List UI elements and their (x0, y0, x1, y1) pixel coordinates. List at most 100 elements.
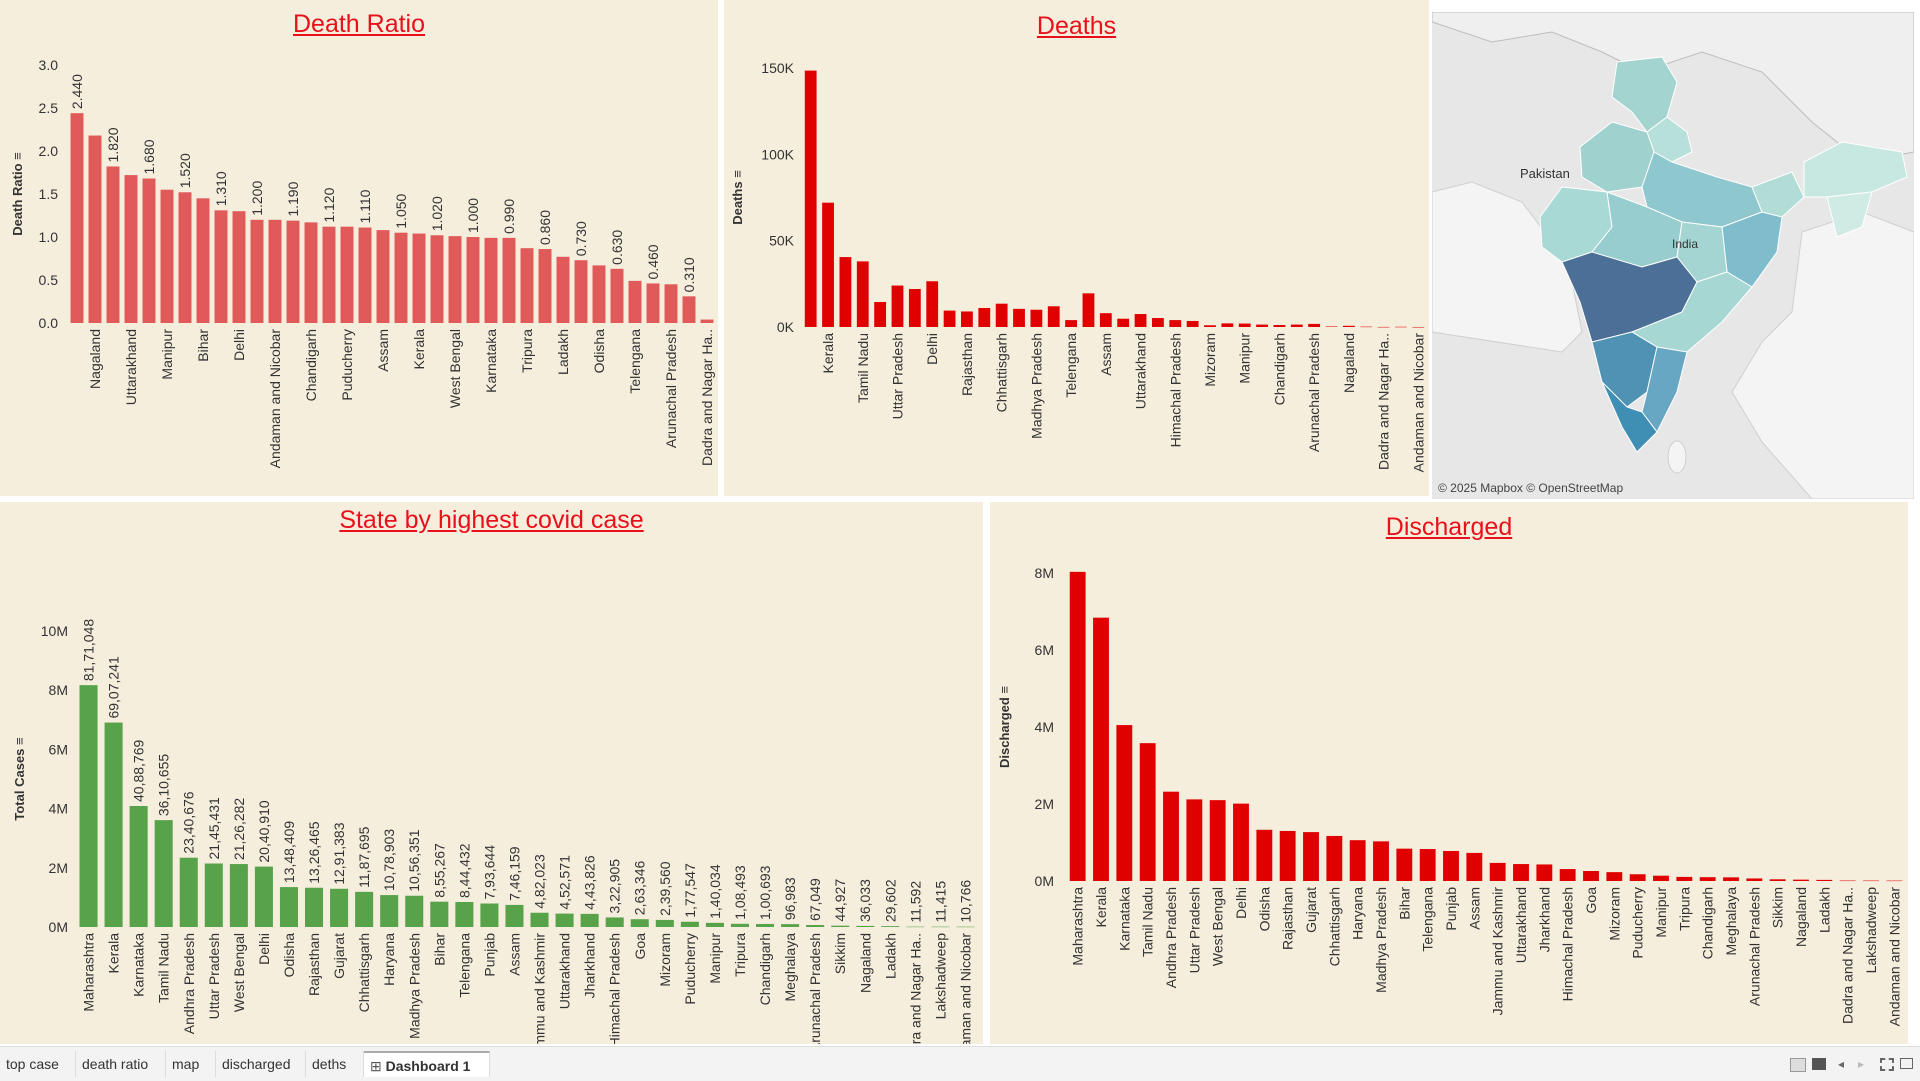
cases-bar[interactable] (680, 921, 699, 927)
discharged-bar[interactable] (1653, 875, 1669, 881)
cases-bar[interactable] (906, 926, 925, 928)
ratio-bar[interactable] (88, 135, 102, 323)
deaths-bar[interactable] (874, 301, 887, 327)
deaths-bar[interactable] (1377, 326, 1390, 328)
grid-view-icon[interactable] (1790, 1058, 1806, 1072)
cases-bar[interactable] (580, 913, 599, 927)
single-view-icon[interactable] (1812, 1058, 1826, 1070)
deaths-bar[interactable] (1360, 326, 1373, 328)
ratio-bar[interactable] (592, 265, 606, 323)
ratio-bar[interactable] (340, 226, 354, 323)
ratio-bar[interactable] (484, 237, 498, 323)
cases-bar[interactable] (204, 863, 223, 927)
map-canvas[interactable]: Pakistan India (1432, 12, 1914, 499)
deaths-bar[interactable] (995, 303, 1008, 327)
cases-bar[interactable] (279, 887, 298, 927)
deaths-bar[interactable] (961, 311, 973, 327)
deaths-bar[interactable] (1065, 320, 1077, 327)
ratio-bar[interactable] (160, 189, 174, 323)
discharged-bar[interactable] (1443, 850, 1459, 881)
ratio-bar[interactable] (520, 248, 534, 323)
ratio-bar[interactable] (448, 236, 462, 323)
deaths-bar[interactable] (943, 310, 956, 327)
discharged-bar[interactable] (1256, 829, 1273, 881)
tab-deths[interactable]: deths (306, 1051, 364, 1077)
discharged-bar[interactable] (1093, 617, 1109, 881)
deaths-bar[interactable] (839, 257, 852, 327)
deaths-bar[interactable] (1186, 320, 1199, 327)
discharged-bar[interactable] (1419, 849, 1436, 881)
ratio-bar[interactable] (412, 233, 426, 323)
deaths-bar[interactable] (1342, 325, 1355, 327)
cases-bar[interactable] (530, 912, 549, 927)
cases-bar[interactable] (730, 923, 749, 927)
discharged-bar[interactable] (1559, 869, 1576, 881)
discharged-bar[interactable] (1629, 874, 1646, 881)
discharged-bar[interactable] (1769, 879, 1786, 881)
deaths-bar[interactable] (1134, 314, 1147, 327)
discharged-bar[interactable] (1396, 848, 1413, 881)
ratio-bar[interactable] (250, 219, 264, 323)
prev-icon[interactable]: ◂ (1838, 1057, 1845, 1071)
deaths-bar[interactable] (1308, 323, 1321, 327)
deaths-bar[interactable] (1256, 324, 1268, 327)
discharged-bar[interactable] (1513, 864, 1529, 881)
ratio-bar[interactable] (610, 268, 624, 323)
ratio-bar[interactable] (376, 230, 390, 323)
deaths-bar[interactable] (1117, 318, 1130, 327)
cases-bar[interactable] (956, 926, 975, 928)
cases-bar[interactable] (781, 924, 800, 927)
cases-bar[interactable] (756, 924, 775, 927)
deaths-bar[interactable] (804, 70, 817, 327)
ratio-bar[interactable] (538, 249, 552, 323)
cases-bar[interactable] (380, 895, 399, 927)
discharged-bar[interactable] (1793, 879, 1809, 881)
map-credit[interactable]: © 2025 Mapbox © OpenStreetMap (1438, 481, 1624, 495)
deaths-bar[interactable] (978, 308, 991, 327)
cases-bar[interactable] (655, 919, 674, 927)
discharged-bar[interactable] (1373, 841, 1389, 881)
cases-bar[interactable] (455, 902, 474, 927)
deaths-bar[interactable] (1204, 325, 1216, 327)
ratio-bar[interactable] (664, 284, 678, 323)
discharged-bar[interactable] (1839, 880, 1856, 882)
cases-bar[interactable] (605, 917, 624, 927)
cases-bar[interactable] (806, 925, 825, 927)
cases-bar[interactable] (305, 887, 324, 927)
discharged-bar[interactable] (1676, 876, 1693, 881)
ratio-bar[interactable] (124, 175, 138, 323)
ratio-bar[interactable] (394, 232, 408, 323)
cases-bar[interactable] (881, 926, 900, 927)
discharged-bar[interactable] (1349, 840, 1366, 881)
fullscreen-icon[interactable] (1880, 1058, 1894, 1071)
ratio-bar[interactable] (178, 192, 192, 323)
ratio-bar[interactable] (70, 113, 84, 323)
discharged-bar[interactable] (1209, 800, 1226, 881)
discharged-bar[interactable] (1279, 830, 1296, 881)
ratio-bar[interactable] (304, 222, 318, 323)
discharged-bar[interactable] (1116, 725, 1133, 881)
deaths-bar[interactable] (856, 261, 869, 327)
discharged-bar[interactable] (1069, 571, 1086, 881)
deaths-bar[interactable] (1152, 318, 1164, 327)
ratio-bar[interactable] (556, 256, 570, 323)
ratio-bar[interactable] (322, 226, 336, 323)
discharged-bar[interactable] (1489, 862, 1506, 881)
discharged-bar[interactable] (1303, 832, 1319, 881)
cases-bar[interactable] (79, 685, 98, 927)
tab-dashboard-1[interactable]: ⊞ Dashboard 1 (364, 1051, 490, 1077)
tab-top-case[interactable]: top case (0, 1051, 76, 1077)
cases-bar[interactable] (931, 926, 950, 928)
tab-discharged[interactable]: discharged (216, 1051, 306, 1077)
deaths-bar[interactable] (1099, 313, 1112, 327)
tab-map[interactable]: map (166, 1051, 216, 1077)
ratio-bar[interactable] (214, 210, 228, 323)
discharged-bar[interactable] (1466, 852, 1483, 881)
deaths-bar[interactable] (1412, 326, 1425, 328)
ratio-bar[interactable] (628, 280, 642, 323)
cases-bar[interactable] (430, 901, 449, 927)
cases-bar[interactable] (505, 904, 524, 927)
discharged-bar[interactable] (1886, 880, 1903, 882)
discharged-bar[interactable] (1536, 864, 1553, 881)
cases-bar[interactable] (330, 888, 349, 927)
